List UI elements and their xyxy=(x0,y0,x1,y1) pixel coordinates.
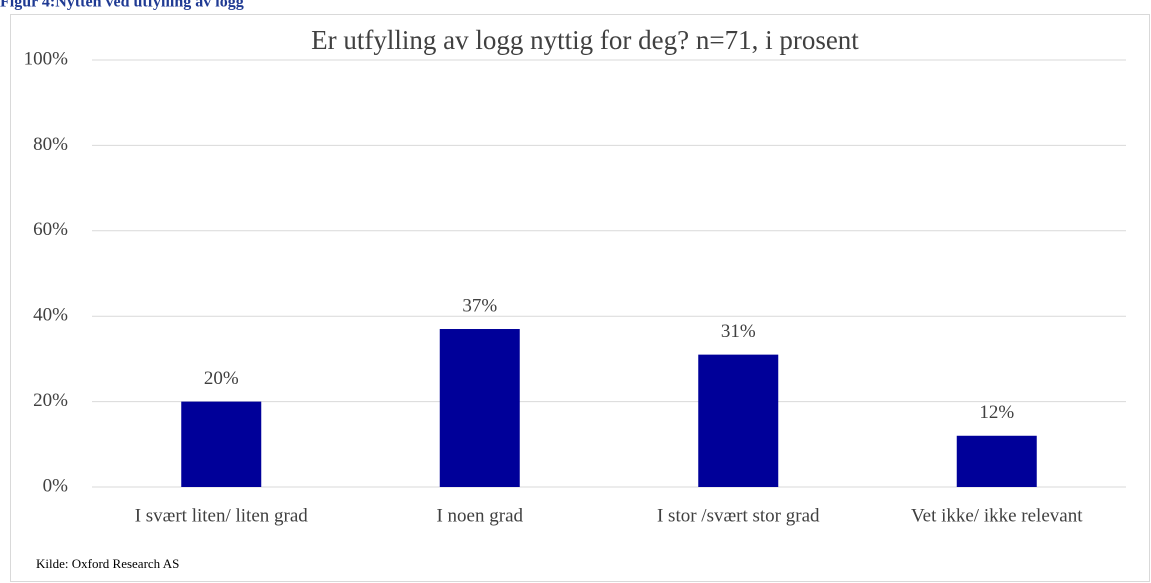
bar xyxy=(698,354,779,487)
bar xyxy=(181,401,262,487)
y-tick-label: 80% xyxy=(33,134,68,155)
y-tick-label: 20% xyxy=(33,390,68,411)
chart-frame xyxy=(10,14,1150,582)
chart-title: Er utfylling av logg nyttig for deg? n=7… xyxy=(311,25,859,55)
data-label: 37% xyxy=(462,295,497,316)
y-tick-label: 0% xyxy=(43,475,69,496)
data-label: 31% xyxy=(721,321,756,342)
data-label: 12% xyxy=(979,402,1014,423)
bar xyxy=(956,435,1037,487)
data-label: 20% xyxy=(204,368,239,389)
figure-caption: Figur 4:Nytten ved utfylling av logg xyxy=(0,0,244,11)
y-tick-label: 40% xyxy=(33,305,68,326)
y-tick-label: 60% xyxy=(33,219,68,240)
y-tick-label: 100% xyxy=(24,48,69,69)
x-tick-label: I svært liten/ liten grad xyxy=(135,505,309,526)
x-tick-label: I stor /svært stor grad xyxy=(657,505,820,526)
bar xyxy=(439,329,520,487)
source-note: Kilde: Oxford Research AS xyxy=(36,556,179,571)
x-tick-label: Vet ikke/ ikke relevant xyxy=(911,505,1083,526)
x-tick-label: I noen grad xyxy=(436,505,523,526)
